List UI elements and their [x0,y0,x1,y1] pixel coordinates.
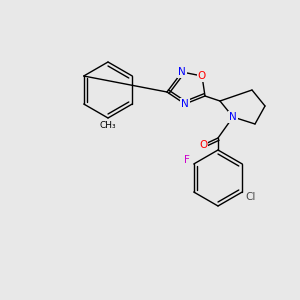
Text: N: N [181,99,189,109]
Text: O: O [198,71,206,81]
Text: CH₃: CH₃ [100,121,116,130]
Text: Cl: Cl [246,192,256,202]
Text: O: O [199,140,207,150]
Text: N: N [229,112,237,122]
Text: N: N [178,67,186,77]
Text: F: F [184,155,190,165]
